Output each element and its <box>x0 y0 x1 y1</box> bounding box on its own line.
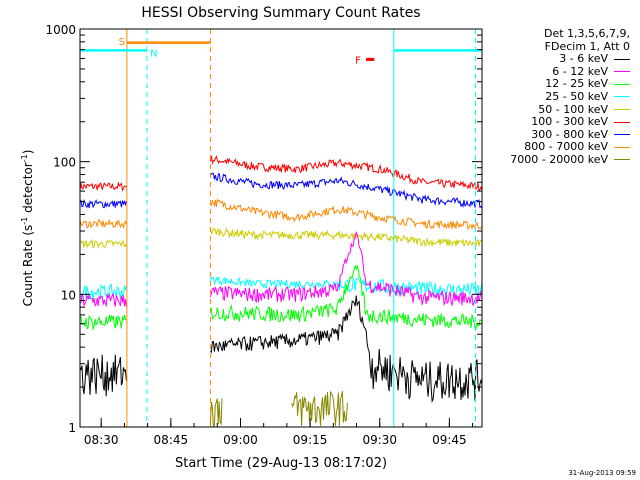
y-label-sup-1: -1 <box>20 217 29 225</box>
plot-frame <box>79 28 483 428</box>
legend-entry-5: 100 - 300 keV <box>484 115 630 129</box>
series-5-line-0 <box>80 292 127 308</box>
legend-entries: 3 - 6 keV 6 - 12 keV 12 - 25 keV 25 - 50 ke… <box>484 52 630 167</box>
series-1-line-1 <box>210 172 483 209</box>
y-label-part-c: detector <box>21 162 35 217</box>
series-0 <box>79 155 483 192</box>
legend-label-0: 3 - 6 keV <box>559 52 608 66</box>
series-3-line-0 <box>79 238 127 249</box>
legend-entry-6: 300 - 800 keV <box>484 127 630 142</box>
series-8-line-1 <box>291 390 348 426</box>
legend-swatch-2 <box>614 83 630 85</box>
legend-entry-4: 50 - 100 keV <box>484 102 630 117</box>
legend: Det 1,3,5,6,7,9, FDecim 1, Att 0 3 - 6 k… <box>484 27 630 167</box>
flag-bars: S N F <box>80 37 482 66</box>
legend-swatch-7 <box>614 146 630 148</box>
legend-swatch-4 <box>614 109 630 111</box>
series-2-line-0 <box>79 219 127 229</box>
series-0-line-0 <box>79 181 127 192</box>
flag-label-n: N <box>150 48 157 59</box>
y-label-sup-2: -1 <box>20 154 29 162</box>
series-7 <box>79 295 483 403</box>
legend-label-1: 6 - 12 keV <box>552 64 608 78</box>
x-tick-label-0: 08:30 <box>84 433 119 447</box>
legend-label-3: 25 - 50 keV <box>545 89 608 103</box>
y-axis-ticks: 1 10 100 1000 <box>45 23 482 435</box>
series-3 <box>79 226 483 249</box>
y-label-part-e: ) <box>21 150 35 155</box>
x-tick-label-1: 08:45 <box>154 433 189 447</box>
series-7-line-1 <box>210 295 483 403</box>
series-8-line-0 <box>209 398 223 427</box>
series-2 <box>79 198 483 231</box>
y-tick-label-0: 1 <box>68 421 76 435</box>
series-4-line-0 <box>79 283 127 300</box>
y-axis-label: Count Rate (s-1 detector-1) <box>20 150 35 307</box>
x-tick-label-3: 09:15 <box>293 433 328 447</box>
series-1-line-0 <box>79 198 127 209</box>
legend-label-6: 300 - 800 keV <box>531 127 608 141</box>
series-2-line-1 <box>209 198 483 231</box>
legend-swatch-0 <box>614 58 630 60</box>
series-layer <box>79 155 483 427</box>
x-tick-label-5: 09:45 <box>432 433 467 447</box>
legend-header-2: FDecim 1, Att 0 <box>544 39 630 53</box>
series-5 <box>80 230 483 308</box>
series-7-line-0 <box>79 354 127 397</box>
legend-swatch-8 <box>614 159 630 161</box>
legend-entry-2: 12 - 25 keV <box>484 78 630 91</box>
series-6-line-0 <box>79 314 127 331</box>
legend-label-4: 50 - 100 keV <box>538 102 608 116</box>
flag-label-f: F <box>355 55 361 66</box>
x-axis-ticks: 08:30 08:45 09:00 09:15 09:30 09:45 <box>84 418 474 447</box>
legend-entry-1: 6 - 12 keV <box>484 64 630 79</box>
legend-entry-7: 800 - 7000 keV <box>484 141 630 154</box>
x-tick-label-2: 09:00 <box>223 433 258 447</box>
legend-header-1: Det 1,3,5,6,7,9, <box>543 27 630 40</box>
legend-entry-0: 3 - 6 keV <box>484 52 630 66</box>
y-label-part-a: Count Rate (s <box>21 225 35 307</box>
legend-entry-3: 25 - 50 keV <box>484 89 630 104</box>
legend-swatch-1 <box>614 71 630 73</box>
series-6 <box>79 264 483 331</box>
series-8 <box>209 390 348 427</box>
legend-label-8: 7000 - 20000 keV <box>510 152 608 166</box>
y-tick-label-1: 10 <box>61 288 76 302</box>
series-5-line-1 <box>209 230 483 307</box>
series-6-line-1 <box>210 264 483 331</box>
legend-swatch-5 <box>614 121 630 123</box>
legend-label-5: 100 - 300 keV <box>531 115 608 129</box>
flag-label-s: S <box>119 37 125 48</box>
annotation-lines <box>79 29 477 427</box>
x-tick-label-4: 09:30 <box>362 433 397 447</box>
legend-entry-8: 7000 - 20000 keV <box>484 152 630 167</box>
chart-title: HESSI Observing Summary Count Rates <box>141 5 420 21</box>
footer-timestamp: 31-Aug-2013 09:59 <box>568 469 636 477</box>
legend-swatch-3 <box>614 96 630 98</box>
series-3-line-1 <box>209 226 483 247</box>
x-axis-label: Start Time (29-Aug-13 08:17:02) <box>175 456 387 471</box>
series-0-line-1 <box>209 155 483 192</box>
series-1 <box>79 172 483 209</box>
y-tick-label-3: 1000 <box>45 23 76 37</box>
legend-label-2: 12 - 25 keV <box>545 77 608 91</box>
legend-swatch-6 <box>614 134 630 136</box>
legend-label-7: 800 - 7000 keV <box>524 140 608 154</box>
y-tick-label-2: 100 <box>53 156 76 170</box>
